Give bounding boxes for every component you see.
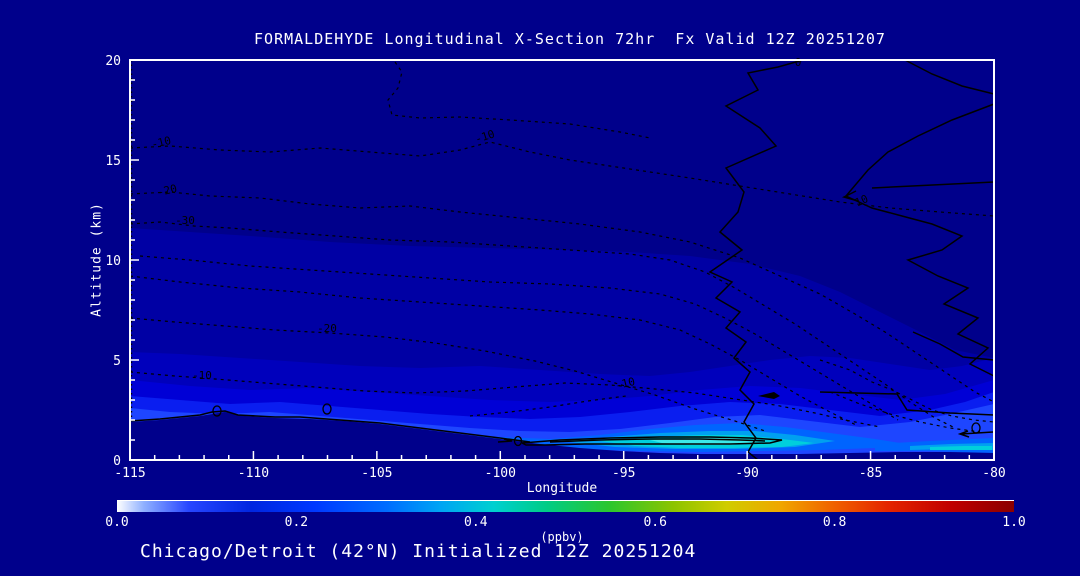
colorbar-tick: 0.8: [822, 515, 847, 530]
svg-text:-20: -20: [317, 322, 337, 335]
colorbar-tick: 0.4: [464, 515, 488, 530]
svg-text:-10: -10: [192, 369, 212, 382]
contour-labels: -10 -10 -20 -30 -20 -10 -10 0 10: [150, 56, 870, 392]
svg-text:-30: -30: [175, 214, 195, 227]
svg-text:0: 0: [113, 454, 121, 469]
init-caption: Chicago/Detroit (42°N) Initialized 12Z 2…: [140, 541, 697, 562]
fill-bands: [130, 60, 994, 460]
y-axis-label: Altitude (km): [89, 202, 105, 317]
svg-text:15: 15: [105, 154, 121, 169]
x-axis-label: Longitude: [526, 481, 598, 496]
svg-text:10: 10: [105, 254, 121, 269]
terrain-mask: [130, 412, 994, 460]
svg-text:-10: -10: [473, 127, 496, 146]
svg-text:5: 5: [113, 354, 121, 369]
svg-text:-10: -10: [614, 375, 636, 392]
colorbar-tick: 0.0: [105, 515, 129, 530]
svg-text:-90: -90: [735, 466, 758, 481]
dashed-isolines: [129, 60, 995, 433]
svg-text:-95: -95: [612, 466, 635, 481]
svg-text:-20: -20: [156, 182, 178, 199]
colorbar-units-label: (ppbv): [540, 530, 584, 544]
svg-text:-105: -105: [361, 466, 392, 481]
svg-text:-100: -100: [485, 466, 516, 481]
svg-text:-80: -80: [982, 466, 1005, 481]
svg-text:10: 10: [853, 192, 870, 209]
solid-isolines: [129, 59, 995, 461]
colorbar: [117, 500, 1014, 512]
colorbar-tick-labels: 0.0 0.2 0.4 0.6 0.8 1.0: [105, 515, 1025, 530]
colorbar-tick: 0.6: [643, 515, 667, 530]
svg-text:-85: -85: [859, 466, 882, 481]
svg-text:-110: -110: [238, 466, 269, 481]
colorbar-tick: 1.0: [1002, 515, 1026, 530]
colorbar-tick: 0.2: [284, 515, 309, 530]
chart-title: FORMALDEHYDE Longitudinal X-Section 72hr…: [254, 30, 886, 48]
svg-text:20: 20: [105, 54, 121, 69]
svg-text:0: 0: [795, 56, 802, 69]
svg-text:-115: -115: [114, 466, 145, 481]
svg-text:-10: -10: [150, 134, 172, 151]
